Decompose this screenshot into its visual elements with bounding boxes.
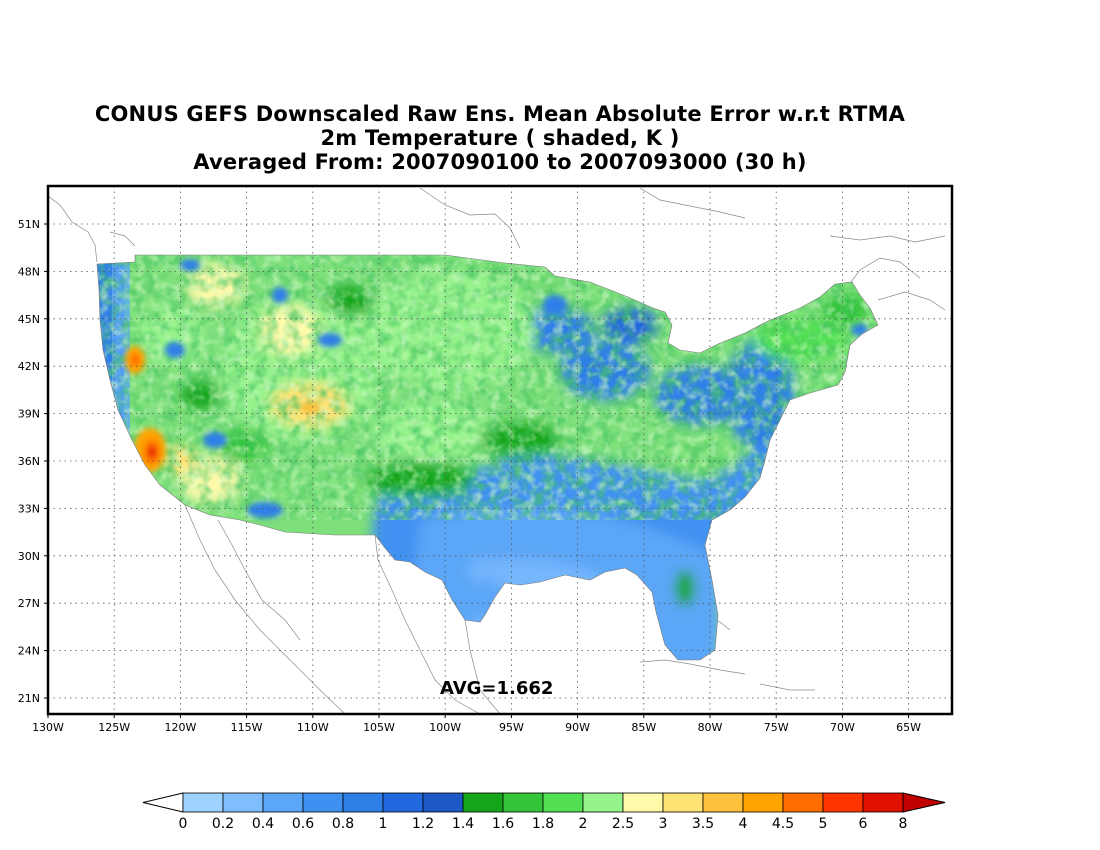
lon-label: 85W xyxy=(631,721,656,734)
lat-label: 21N xyxy=(18,692,40,705)
lon-label: 100W xyxy=(429,721,461,734)
average-annotation: AVG=1.662 xyxy=(440,678,553,699)
colorbar-label: 3.5 xyxy=(692,816,714,832)
colorbar-swatch xyxy=(702,792,744,813)
lon-label: 125W xyxy=(98,721,130,734)
lat-label: 39N xyxy=(18,408,40,421)
map-title-line1: CONUS GEFS Downscaled Raw Ens. Mean Abso… xyxy=(94,102,906,126)
lat-label: 45N xyxy=(18,313,40,326)
lon-label: 130W xyxy=(32,721,64,734)
latitude-labels: 51N 48N 45N 42N 39N 36N 33N 30N 27N 24N 21N xyxy=(18,218,48,705)
colorbar-swatch xyxy=(582,792,624,813)
colorbar-label: 1.6 xyxy=(492,816,514,832)
colorbar-swatch xyxy=(342,792,384,813)
colorbar-label: 2 xyxy=(579,816,588,832)
longitude-labels: 130W 125W 120W 115W 110W 105W 100W 95W 90W 85W 80W… xyxy=(32,714,921,734)
lon-label: 70W xyxy=(830,721,855,734)
lon-label: 110W xyxy=(297,721,329,734)
lat-label: 33N xyxy=(18,502,40,515)
colorbar-label: 0 xyxy=(179,816,188,832)
colorbar-swatch xyxy=(462,792,504,813)
colorbar-label: 0.2 xyxy=(212,816,234,832)
colorbar-swatch xyxy=(782,792,824,813)
colorbar: 0 0.2 0.4 0.6 0.8 1 1.2 1.4 1.6 1.8 2 2.5 3 3.5 4 4.5 5 6… xyxy=(142,792,946,832)
lon-label: 65W xyxy=(896,721,921,734)
colorbar-swatch xyxy=(382,792,424,813)
colorbar-label: 5 xyxy=(819,816,828,832)
colorbar-under-arrow xyxy=(142,792,184,813)
colorbar-label: 4.5 xyxy=(772,816,794,832)
colorbar-swatch xyxy=(742,792,784,813)
colorbar-label: 1 xyxy=(379,816,388,832)
colorbar-swatch xyxy=(222,792,264,813)
lon-label: 120W xyxy=(164,721,196,734)
colorbar-swatch xyxy=(262,792,304,813)
map-frame-border xyxy=(46,184,954,716)
lat-label: 24N xyxy=(18,645,40,658)
map-title-line3: Averaged From: 2007090100 to 2007093000 … xyxy=(193,150,807,174)
lon-label: 75W xyxy=(764,721,789,734)
map-title-line2: 2m Temperature ( shaded, K ) xyxy=(320,126,680,150)
lon-label: 115W xyxy=(231,721,263,734)
colorbar-label: 2.5 xyxy=(612,816,634,832)
colorbar-label: 1.2 xyxy=(412,816,434,832)
colorbar-swatch xyxy=(302,792,344,813)
colorbar-label: 8 xyxy=(899,816,908,832)
colorbar-swatch xyxy=(862,792,904,813)
colorbar-label: 4 xyxy=(739,816,748,832)
colorbar-swatch xyxy=(542,792,584,813)
colorbar-swatch xyxy=(502,792,544,813)
lat-label: 51N xyxy=(18,218,40,231)
colorbar-swatch xyxy=(422,792,464,813)
colorbar-swatch xyxy=(822,792,864,813)
colorbar-label: 1.4 xyxy=(452,816,474,832)
lat-lon-grid xyxy=(48,186,952,714)
lat-label: 30N xyxy=(18,550,40,563)
lat-label: 42N xyxy=(18,360,40,373)
lon-label: 95W xyxy=(499,721,524,734)
colorbar-swatch xyxy=(622,792,664,813)
colorbar-label: 0.4 xyxy=(252,816,274,832)
lat-label: 36N xyxy=(18,455,40,468)
lat-label: 48N xyxy=(18,265,40,278)
colorbar-label: 1.8 xyxy=(532,816,554,832)
lat-label: 27N xyxy=(18,597,40,610)
colorbar-swatch xyxy=(182,792,224,813)
colorbar-label: 0.8 xyxy=(332,816,354,832)
lon-label: 105W xyxy=(363,721,395,734)
colorbar-label: 0.6 xyxy=(292,816,314,832)
lon-label: 90W xyxy=(565,721,590,734)
colorbar-label: 3 xyxy=(659,816,668,832)
lon-label: 80W xyxy=(698,721,723,734)
colorbar-over-arrow xyxy=(902,792,946,813)
coastlines-background xyxy=(48,187,946,714)
colorbar-label: 6 xyxy=(859,816,868,832)
colorbar-swatch xyxy=(662,792,704,813)
